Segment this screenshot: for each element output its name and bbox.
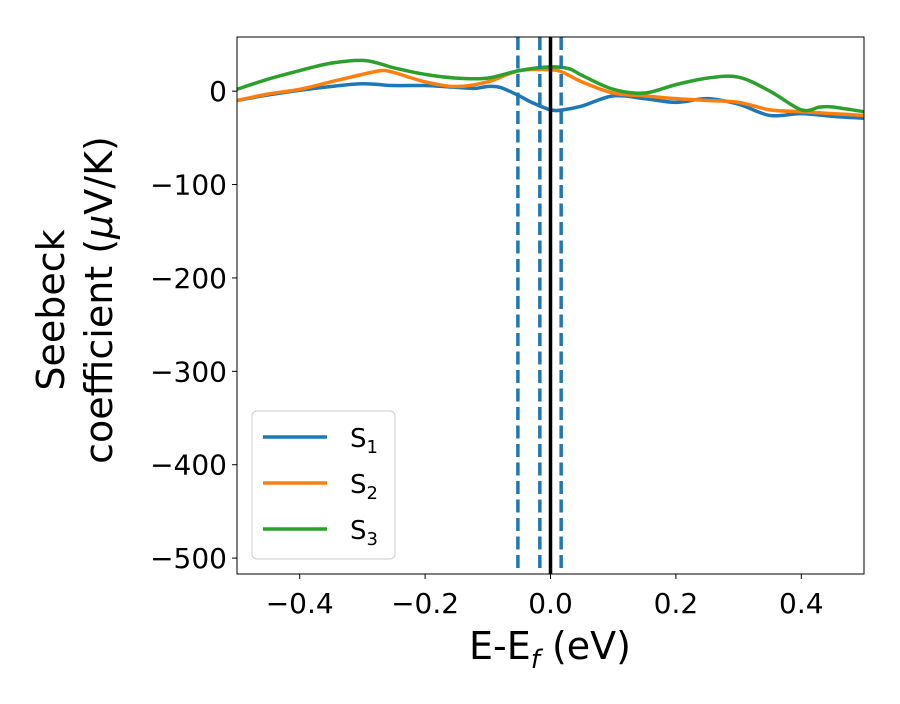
x-axis-title-tail: (eV) <box>540 624 631 668</box>
x-tick-label: −0.4 <box>266 587 334 620</box>
y-axis-title-mu: μ <box>77 215 121 240</box>
y-axis-title-line2: coefficient (μV/K) <box>77 136 121 464</box>
y-tick-label: −300 <box>150 355 227 388</box>
x-axis-title: E-Ef (eV) <box>469 624 631 675</box>
series-line-s1 <box>237 81 864 120</box>
legend: S1 S2 S3 <box>251 410 396 560</box>
y-tick-label: 0 <box>209 75 227 108</box>
y-axis-title-suffix: V/K) <box>77 136 121 215</box>
y-tick-label: −500 <box>150 542 227 575</box>
y-axis-title-prefix: coefficient ( <box>77 239 121 464</box>
x-tick-label: −0.2 <box>391 587 459 620</box>
y-tick-label: −100 <box>150 169 227 202</box>
legend-entries: S1 S2 S3 <box>263 424 378 550</box>
x-axis-ticks: −0.4 −0.2 0.0 0.2 0.4 <box>266 574 824 620</box>
y-axis-ticks: 0 −100 −200 −300 −400 −500 <box>150 75 237 575</box>
y-tick-label: −400 <box>150 449 227 482</box>
reference-lines <box>516 37 563 574</box>
x-tick-label: 0.2 <box>654 587 699 620</box>
y-tick-label: −200 <box>150 262 227 295</box>
legend-box <box>251 410 396 560</box>
legend-label-s2: S2 <box>350 470 378 504</box>
legend-label-s3: S3 <box>350 516 378 550</box>
x-axis-title-main: E-E <box>469 624 531 668</box>
x-tick-label: 0.0 <box>528 587 573 620</box>
legend-label-s1: S1 <box>350 424 378 458</box>
y-axis-title-line1: Seebeck <box>29 229 73 390</box>
x-tick-label: 0.4 <box>779 587 824 620</box>
